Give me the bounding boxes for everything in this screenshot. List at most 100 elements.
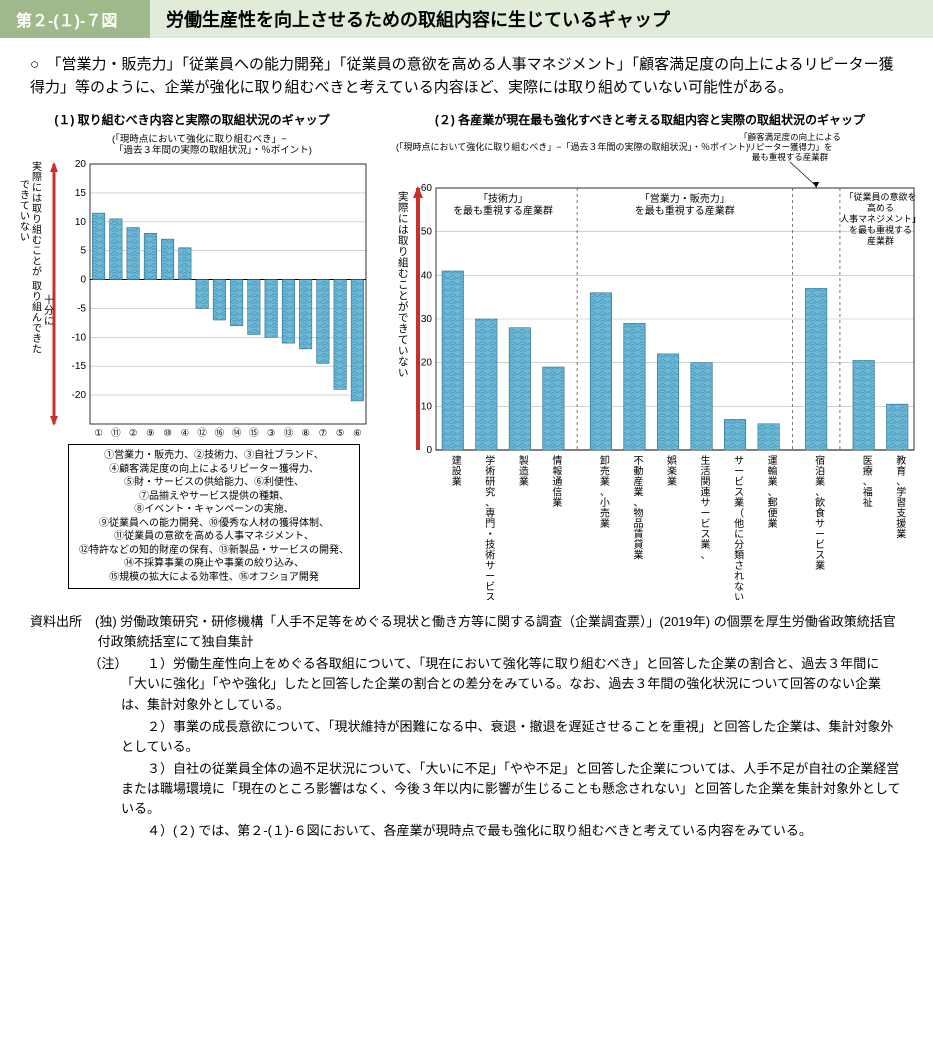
chart1-bar — [351, 280, 363, 401]
chart-2-title: (２) 各産業が現在最も強化すべきと考える取組内容と実際の取組状況のギャップ — [380, 111, 920, 128]
chart1-bar — [196, 280, 208, 309]
chart2-bar — [442, 271, 463, 450]
axis-label: 実際には取り組むことが — [32, 160, 42, 278]
svg-text:⑪: ⑪ — [111, 428, 121, 439]
svg-text:10: 10 — [75, 217, 87, 228]
chart2-category: 卸売業、小売業 — [600, 454, 610, 530]
footnote: ２）事業の成長意欲について、「現状維持が困難になる中、衰退・撤退を遅延させること… — [30, 717, 903, 757]
axis-label: できていない — [20, 180, 30, 244]
svg-text:⑫: ⑫ — [197, 428, 207, 439]
svg-text:①: ① — [94, 428, 103, 439]
axis-label: 十分に — [44, 294, 54, 328]
svg-text:⑬: ⑬ — [284, 428, 294, 439]
chart1-bar — [334, 280, 346, 390]
chart1-bar — [161, 239, 173, 279]
svg-text:40: 40 — [421, 270, 433, 281]
svg-text:④: ④ — [181, 428, 190, 439]
chart1-bar — [265, 280, 277, 338]
svg-text:⑭: ⑭ — [232, 428, 242, 439]
chart2-category: 建設業 — [452, 454, 462, 488]
chart-1-svg: (「現時点において強化に取り組むべき」−「過去３年間の実際の取組状況」・％ポイン… — [12, 130, 372, 440]
legend-line: ⑨従業員への能力開発、⑩優秀な人材の獲得体制、 — [75, 517, 353, 531]
footnote: ４）(２) では、第２-(１)-６図において、各産業が現時点で最も強化に取り組む… — [30, 821, 903, 841]
chart2-bar — [758, 424, 779, 450]
group-label: 「従業員の意欲を高める人事マネジメント」を最も重視する産業群 — [840, 191, 920, 246]
chart2-category: 不動産業、物品賃貸業 — [633, 456, 643, 562]
chart1-bar — [230, 280, 242, 326]
legend-line: ⑦品揃えやサービス提供の種類、 — [75, 490, 353, 504]
axis-label: 取り組んできた — [32, 281, 42, 356]
svg-text:⑩: ⑩ — [163, 428, 172, 439]
chart1-bar — [248, 280, 260, 335]
svg-text:15: 15 — [75, 188, 87, 199]
svg-text:⑨: ⑨ — [146, 428, 155, 439]
group-label: 「技術力」を最も重視する産業群 — [453, 192, 553, 217]
chart-1-column: (１) 取り組むべき内容と実際の取組状況のギャップ (「現時点において強化に取り… — [12, 109, 372, 600]
svg-text:60: 60 — [421, 183, 433, 194]
chart2-bar — [853, 360, 874, 450]
legend-line: ⑮規模の拡大による効率性、⑯オフショア開発 — [75, 571, 353, 585]
charts-container: (１) 取り組むべき内容と実際の取組状況のギャップ (「現時点において強化に取り… — [0, 109, 933, 600]
svg-text:50: 50 — [421, 227, 433, 238]
svg-text:⑮: ⑮ — [249, 428, 259, 439]
chart-2-svg: (「現時点において強化に取り組むべき」−「過去３年間の実際の取組状況」・％ポイン… — [380, 130, 920, 600]
chart2-category: 運輸業、郵便業 — [768, 455, 778, 530]
svg-text:③: ③ — [267, 428, 276, 439]
svg-text:②: ② — [129, 428, 138, 439]
svg-text:-20: -20 — [72, 390, 87, 401]
svg-text:30: 30 — [421, 314, 433, 325]
svg-text:実際には取り組むことができていない: 実際には取り組むことができていない — [398, 190, 409, 379]
svg-text:-10: -10 — [72, 332, 87, 343]
legend-line: ④顧客満足度の向上によるリピーター獲得力、 — [75, 463, 353, 477]
chart1-bar — [92, 213, 104, 279]
chart2-category: 医療、福祉 — [863, 455, 873, 509]
chart1-bar — [317, 280, 329, 364]
chart1-bar — [299, 280, 311, 349]
chart2-bar — [724, 419, 745, 450]
chart2-bar — [509, 328, 530, 450]
legend-line: ⑤財・サービスの供給能力、⑥利便性、 — [75, 476, 353, 490]
chart2-category: 製造業 — [519, 454, 529, 488]
chart1-bar — [179, 248, 191, 280]
svg-text:「顧客満足度の向上によるリピーター獲得力」を最も重視する産業: 「顧客満足度の向上によるリピーター獲得力」を最も重視する産業群 — [739, 132, 841, 162]
svg-text:⑯: ⑯ — [215, 428, 225, 439]
legend-line: ⑫特許などの知的財産の保有、⑬新製品・サービスの開発、 — [75, 544, 353, 558]
figure-header: 第２-(１)-７図 労働生産性を向上させるための取組内容に生じているギャップ — [0, 0, 933, 38]
group-label: 「営業力・販売力」を最も重視する産業群 — [635, 192, 735, 217]
footer-notes: 資料出所 (独) 労働政策研究・研修機構「人手不足等をめぐる現状と働き方等に関す… — [0, 600, 933, 854]
svg-text:10: 10 — [421, 401, 433, 412]
chart1-bar — [213, 280, 225, 320]
chart2-bar — [691, 363, 712, 450]
chart2-bar — [886, 404, 907, 450]
svg-text:⑧: ⑧ — [301, 428, 310, 439]
figure-number-badge: 第２-(１)-７図 — [0, 0, 150, 38]
chart2-category: 情報通信業 — [552, 454, 562, 509]
chart2-bar — [657, 354, 678, 450]
footnote: ３）自社の従業員全体の過不足状況について、「大いに不足」「やや不足」と回答した企… — [30, 759, 903, 819]
chart-1-title: (１) 取り組むべき内容と実際の取組状況のギャップ — [12, 111, 372, 128]
chart2-category: 学術研究、専門・技術サービス業 — [485, 454, 495, 600]
chart2-bar — [543, 367, 564, 450]
footnote: （注） １）労働生産性向上をめぐる各取組について、「現在において強化等に取り組む… — [30, 654, 903, 714]
chart2-bar — [624, 323, 645, 450]
svg-text:20: 20 — [421, 358, 433, 369]
chart1-bar — [282, 280, 294, 344]
legend-line: ⑪従業員の意欲を高める人事マネジメント、 — [75, 530, 353, 544]
svg-text:20: 20 — [75, 159, 87, 170]
svg-text:(「現時点において強化に取り組むべき」−「過去３年間の実際の: (「現時点において強化に取り組むべき」−「過去３年間の実際の取組状況」・％ポイン… — [396, 141, 749, 152]
svg-text:0: 0 — [80, 275, 86, 286]
chart2-bar — [476, 319, 497, 450]
chart2-category: 教育、学習支援業 — [896, 454, 906, 541]
chart-2-column: (２) 各産業が現在最も強化すべきと考える取組内容と実際の取組状況のギャップ (… — [380, 109, 920, 600]
legend-line: ⑭不採算事業の廃止や事業の絞り込み、 — [75, 557, 353, 571]
svg-text:5: 5 — [80, 246, 86, 257]
chart2-bar — [805, 288, 826, 450]
chart-1-legend: ①営業力・販売力、②技術力、③自社ブランド、④顧客満足度の向上によるリピーター獲… — [68, 444, 360, 589]
svg-text:(「現時点において強化に取り組むべき」−「過去３年間の実際の: (「現時点において強化に取り組むべき」−「過去３年間の実際の取組状況」・％ポイン… — [112, 133, 312, 156]
chart2-category: 娯楽業 — [667, 454, 677, 488]
svg-text:0: 0 — [426, 445, 432, 456]
svg-text:⑦: ⑦ — [319, 428, 328, 439]
svg-text:-5: -5 — [77, 303, 86, 314]
figure-intro: ○ 「営業力・販売力」「従業員への能力開発」「従業員の意欲を高める人事マネジメン… — [0, 48, 933, 109]
chart1-bar — [144, 233, 156, 279]
